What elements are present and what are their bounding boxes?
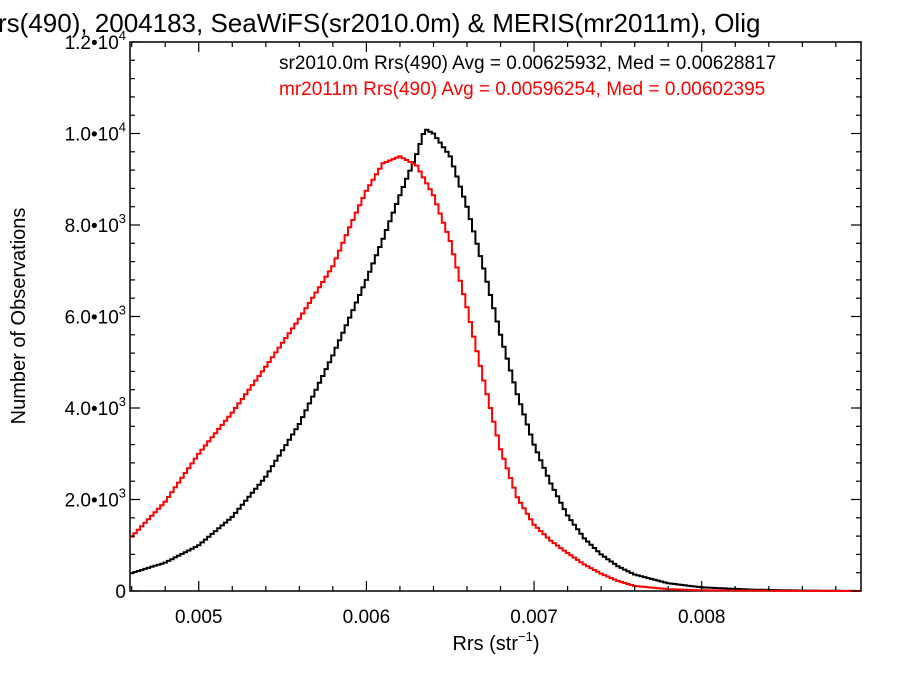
y-tick-label: 2.0•103	[65, 486, 126, 512]
y-tick-label-mantissa: 6.0•10	[65, 308, 119, 329]
x-tick-label: 0.006	[343, 607, 391, 628]
y-tick-label-exponent: 3	[119, 486, 126, 501]
x-axis-label-superscript: −1	[518, 629, 533, 644]
y-tick-label: 4.0•103	[65, 394, 126, 420]
axis-ticks	[130, 41, 861, 592]
annotation-red: mr2011m Rrs(490) Avg = 0.00596254, Med =…	[279, 79, 765, 100]
x-tick-label: 0.007	[510, 607, 558, 628]
y-tick-label-mantissa: 1.2•10	[65, 33, 119, 54]
x-axis-label: Rrs (str−1)	[452, 629, 539, 655]
y-tick-label-exponent: 4	[119, 120, 126, 135]
y-axis-label: Number of Observations	[8, 208, 30, 425]
y-tick-label: 1.2•104	[65, 28, 126, 54]
y-tick-label-exponent: 4	[119, 28, 126, 43]
y-tick-label-mantissa: 0	[115, 582, 126, 603]
histogram-series-2	[130, 155, 861, 592]
y-tick-label-exponent: 3	[119, 303, 126, 318]
annotation-black: sr2010.0m Rrs(490) Avg = 0.00625932, Med…	[279, 53, 776, 74]
y-tick-label: 8.0•103	[65, 211, 126, 237]
x-tick-label: 0.005	[175, 607, 223, 628]
y-tick-label-mantissa: 8.0•10	[65, 216, 119, 237]
y-tick-label: 0	[115, 582, 126, 603]
histogram-series-1	[130, 128, 861, 592]
axis-tick-labels: 0.005 0.006 0.007 0.00802.0•1034.0•1036.0•1…	[65, 28, 726, 628]
plot-area	[130, 128, 861, 592]
y-tick-label-mantissa: 4.0•10	[65, 399, 119, 420]
x-axis-label-main: Rrs (str	[452, 633, 518, 655]
x-axis-label-close: )	[533, 633, 540, 655]
y-tick-label: 1.0•104	[65, 120, 126, 146]
y-tick-label-exponent: 3	[119, 394, 126, 409]
x-tick-label: 0.008	[678, 607, 726, 628]
y-tick-label-mantissa: 1.0•10	[65, 125, 119, 146]
y-tick-label-mantissa: 2.0•10	[65, 491, 119, 512]
y-tick-label-exponent: 3	[119, 211, 126, 226]
y-tick-label: 6.0•103	[65, 303, 126, 329]
chart-title: rs(490), 2004183, SeaWiFS(sr2010.0m) & M…	[0, 8, 760, 38]
